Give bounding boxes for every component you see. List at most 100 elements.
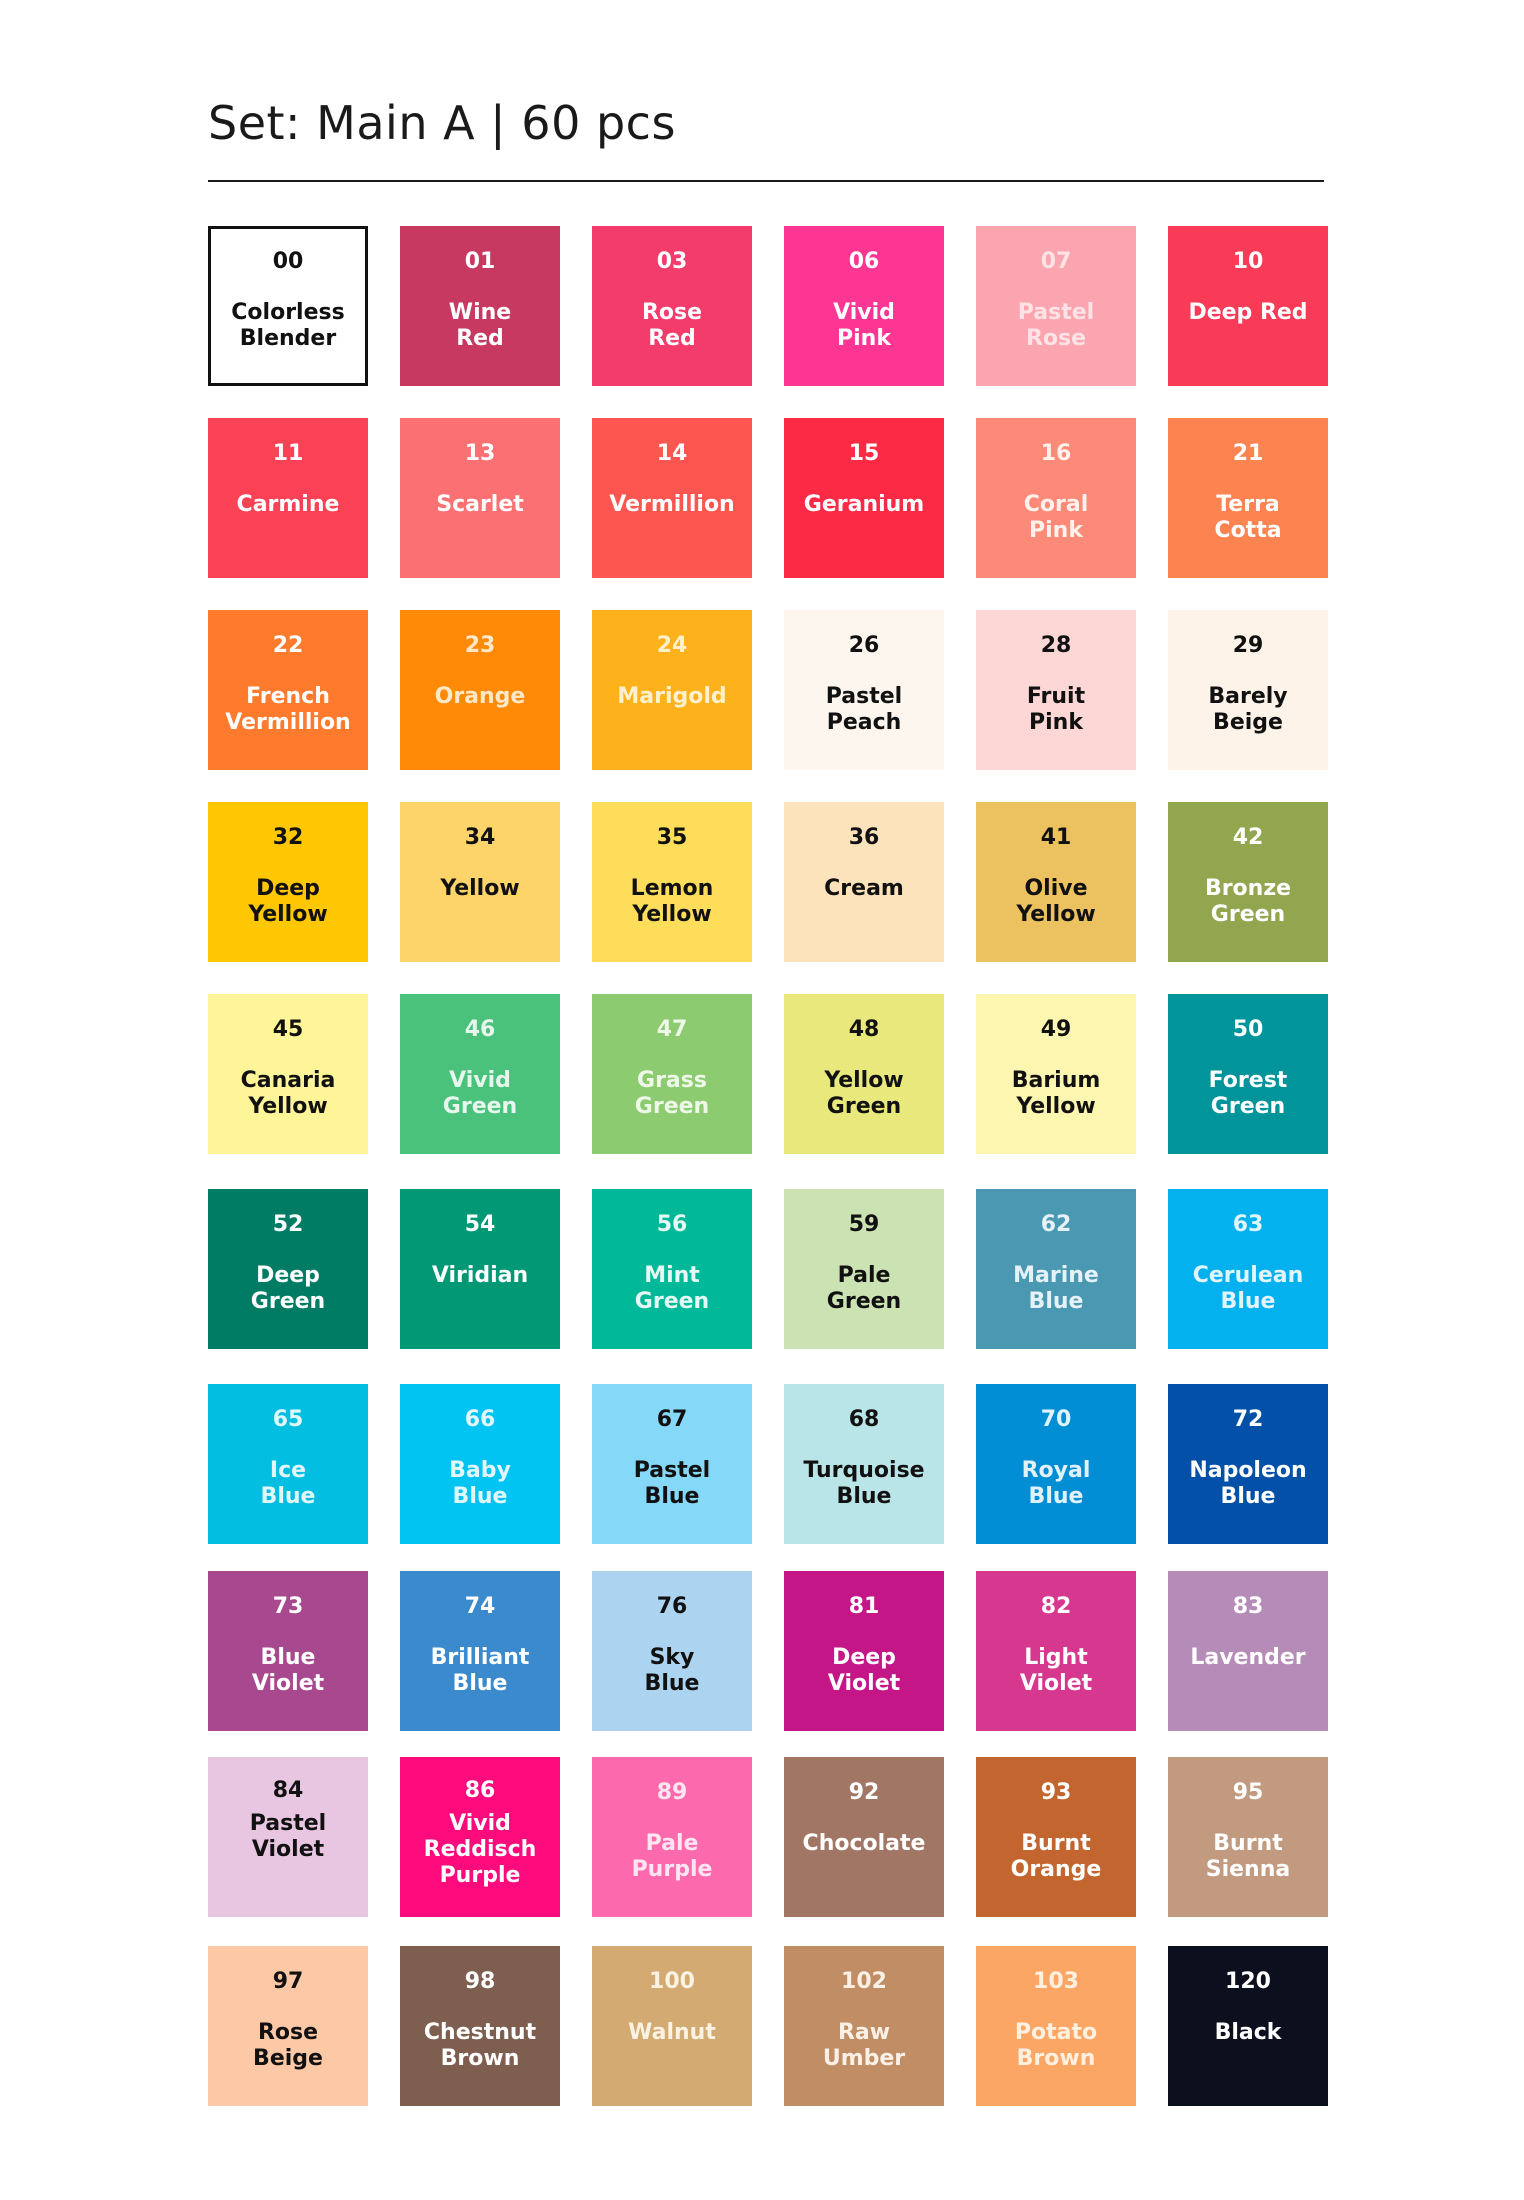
color-swatch: 74 Brilliant Blue <box>400 1571 560 1731</box>
color-swatch: 13 Scarlet <box>400 418 560 578</box>
color-swatch: 35 Lemon Yellow <box>592 802 752 962</box>
swatch-code: 68 <box>848 1407 880 1432</box>
swatch-code: 07 <box>1040 249 1072 274</box>
color-swatch: 100 Walnut <box>592 1946 752 2106</box>
swatch-code: 48 <box>848 1017 880 1042</box>
swatch-name: Pastel Violet <box>249 1811 327 1862</box>
color-swatch: 28 Fruit Pink <box>976 610 1136 770</box>
swatch-name: Mint Green <box>634 1263 710 1314</box>
color-swatch: 89 Pale Purple <box>592 1757 752 1917</box>
swatch-name: Cerulean Blue <box>1192 1263 1304 1314</box>
color-swatch: 06 Vivid Pink <box>784 226 944 386</box>
swatch-name: Grass Green <box>634 1068 710 1119</box>
swatch-code: 73 <box>272 1594 304 1619</box>
swatch-name: Fruit Pink <box>1026 684 1086 735</box>
swatch-name: Wine Red <box>448 300 512 351</box>
color-swatch: 29 Barely Beige <box>1168 610 1328 770</box>
swatch-name: Chestnut Brown <box>423 2020 537 2071</box>
color-swatch: 15 Geranium <box>784 418 944 578</box>
swatch-name: Deep Yellow <box>248 876 328 927</box>
color-swatch: 98 Chestnut Brown <box>400 1946 560 2106</box>
swatch-name: Scarlet <box>436 492 524 517</box>
swatch-code: 103 <box>1033 1969 1079 1994</box>
swatch-code: 00 <box>272 249 304 274</box>
swatch-code: 34 <box>464 825 496 850</box>
color-swatch: 81 Deep Violet <box>784 1571 944 1731</box>
swatch-code: 28 <box>1040 633 1072 658</box>
swatch-code: 65 <box>272 1407 304 1432</box>
swatch-code: 35 <box>656 825 688 850</box>
color-swatch: 62 Marine Blue <box>976 1189 1136 1349</box>
color-swatch: 00 Colorless Blender <box>208 226 368 386</box>
color-swatch: 83 Lavender <box>1168 1571 1328 1731</box>
color-swatch: 76 Sky Blue <box>592 1571 752 1731</box>
color-swatch: 97 Rose Beige <box>208 1946 368 2106</box>
swatch-name: Baby Blue <box>449 1458 511 1509</box>
swatch-code: 95 <box>1232 1780 1264 1805</box>
color-swatch: 24 Marigold <box>592 610 752 770</box>
color-swatch: 65 Ice Blue <box>208 1384 368 1544</box>
color-swatch: 48 Yellow Green <box>784 994 944 1154</box>
swatch-code: 74 <box>464 1594 496 1619</box>
color-swatch: 66 Baby Blue <box>400 1384 560 1544</box>
color-swatch: 68 Turquoise Blue <box>784 1384 944 1544</box>
color-swatch: 14 Vermillion <box>592 418 752 578</box>
swatch-name: Bronze Green <box>1204 876 1292 927</box>
swatch-code: 67 <box>656 1407 688 1432</box>
page-title: Set: Main A | 60 pcs <box>208 96 676 150</box>
color-swatch: 52 Deep Green <box>208 1189 368 1349</box>
swatch-name: Cream <box>824 876 904 901</box>
swatch-code: 100 <box>649 1969 695 1994</box>
color-swatch: 41 Olive Yellow <box>976 802 1136 962</box>
swatch-code: 63 <box>1232 1212 1264 1237</box>
swatch-name: Black <box>1214 2020 1282 2045</box>
swatch-name: French Vermillion <box>225 684 351 735</box>
swatch-name: Pale Green <box>826 1263 902 1314</box>
color-swatch: 70 Royal Blue <box>976 1384 1136 1544</box>
swatch-code: 66 <box>464 1407 496 1432</box>
swatch-code: 06 <box>848 249 880 274</box>
swatch-name: Deep Green <box>250 1263 326 1314</box>
swatch-name: Orange <box>434 684 526 709</box>
swatch-code: 29 <box>1232 633 1264 658</box>
swatch-name: Colorless Blender <box>231 300 345 351</box>
color-swatch: 16 Coral Pink <box>976 418 1136 578</box>
swatch-name: Viridian <box>431 1263 529 1288</box>
swatch-code: 23 <box>464 633 496 658</box>
swatch-code: 89 <box>656 1780 688 1805</box>
swatch-code: 59 <box>848 1212 880 1237</box>
color-swatch: 47 Grass Green <box>592 994 752 1154</box>
swatch-code: 54 <box>464 1212 496 1237</box>
swatch-code: 10 <box>1232 249 1264 274</box>
swatch-name: Barium Yellow <box>1011 1068 1101 1119</box>
swatch-code: 41 <box>1040 825 1072 850</box>
color-swatch: 86 Vivid Reddisch Purple <box>400 1757 560 1917</box>
swatch-name: Barely Beige <box>1208 684 1288 735</box>
swatch-name: Coral Pink <box>1023 492 1089 543</box>
swatch-name: Lavender <box>1190 1645 1306 1670</box>
swatch-name: Brilliant Blue <box>430 1645 530 1696</box>
swatch-code: 93 <box>1040 1780 1072 1805</box>
swatch-name: Rose Beige <box>253 2020 323 2071</box>
swatch-code: 14 <box>656 441 688 466</box>
color-swatch: 92 Chocolate <box>784 1757 944 1917</box>
swatch-name: Vermillion <box>609 492 735 517</box>
color-swatch: 11 Carmine <box>208 418 368 578</box>
swatch-name: Forest Green <box>1208 1068 1288 1119</box>
swatch-code: 70 <box>1040 1407 1072 1432</box>
swatch-code: 03 <box>656 249 688 274</box>
color-swatch: 56 Mint Green <box>592 1189 752 1349</box>
swatch-name: Vivid Green <box>442 1068 518 1119</box>
swatch-code: 49 <box>1040 1017 1072 1042</box>
swatch-code: 24 <box>656 633 688 658</box>
swatch-code: 81 <box>848 1594 880 1619</box>
color-swatch: 120 Black <box>1168 1946 1328 2106</box>
swatch-name: Potato Brown <box>1014 2020 1098 2071</box>
swatch-code: 16 <box>1040 441 1072 466</box>
color-swatch: 50 Forest Green <box>1168 994 1328 1154</box>
swatch-name: Geranium <box>803 492 925 517</box>
swatch-code: 72 <box>1232 1407 1264 1432</box>
swatch-name: Marigold <box>617 684 727 709</box>
color-swatch: 54 Viridian <box>400 1189 560 1349</box>
color-swatch: 32 Deep Yellow <box>208 802 368 962</box>
